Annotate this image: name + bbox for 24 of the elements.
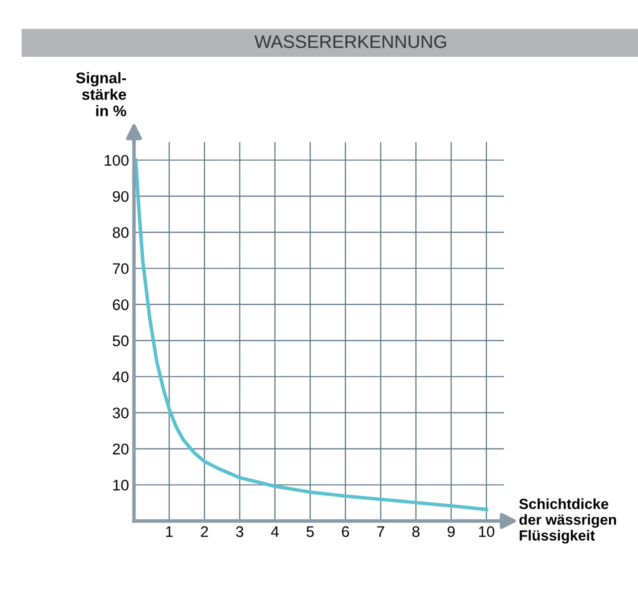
x-tick-label: 6	[342, 526, 350, 538]
x-tick-label: 10	[479, 526, 494, 538]
y-tick-label: 90	[112, 191, 129, 202]
x-tick-label: 4	[271, 526, 279, 537]
x-tick-label: 1	[166, 526, 173, 537]
x-tick-label: 8	[412, 526, 420, 538]
y-tick-label: 50	[112, 335, 129, 346]
y-tick-label: 80	[112, 227, 129, 238]
y-axis-title: Signal- stärke in %	[76, 72, 126, 116]
y-tick-label: 40	[112, 371, 129, 382]
y-tick-label: 70	[112, 263, 129, 274]
x-tick-label: 2	[200, 526, 208, 537]
y-tick-label: 60	[112, 299, 129, 310]
x-tick-label: 3	[236, 526, 244, 538]
x-tick-label: 7	[377, 526, 384, 537]
line-series	[134, 158, 488, 512]
y-tick-label: 30	[112, 408, 129, 418]
y-tick-label: 100	[104, 154, 129, 166]
chart-title: WASSERERKENNUNG	[254, 35, 446, 48]
y-tick-label: 10	[113, 480, 129, 491]
x-tick-label: 9	[448, 526, 455, 538]
x-tick-label: 5	[306, 526, 314, 538]
x-axis-title: Schichtdicke der wässrigen Flüssigkeit	[519, 498, 616, 544]
y-tick-label: 20	[112, 444, 129, 454]
